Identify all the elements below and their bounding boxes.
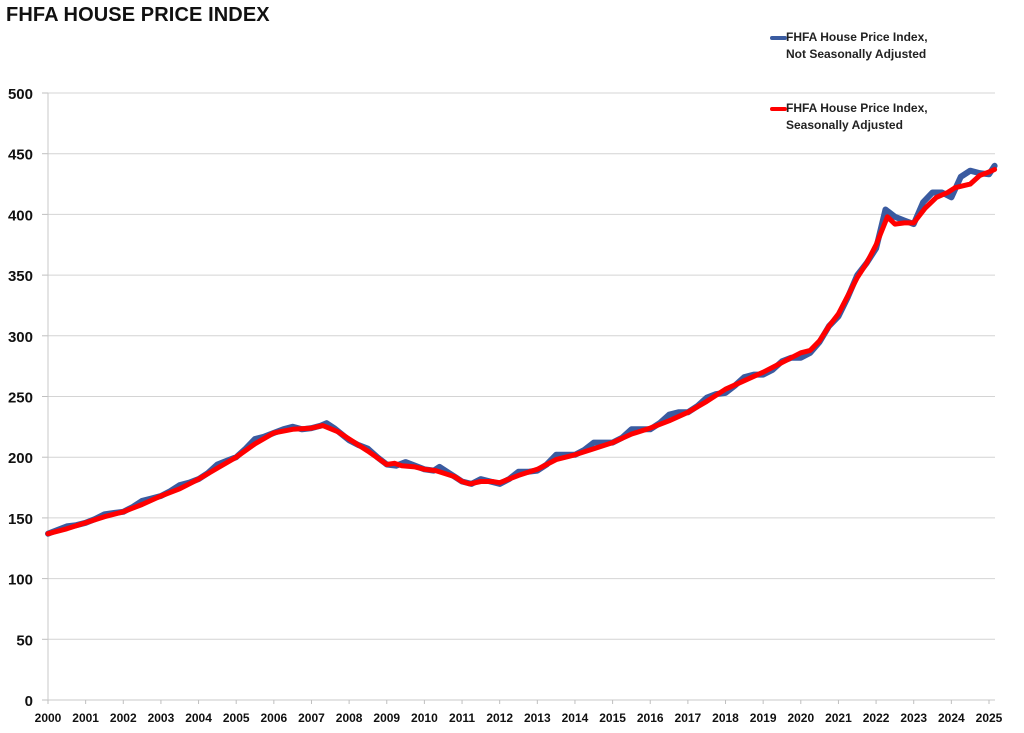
legend-swatch-sa [770, 107, 787, 111]
x-tick-label: 2003 [148, 711, 175, 725]
y-tick-label: 100 [8, 572, 33, 589]
x-tick-label: 2008 [336, 711, 363, 725]
series-line-seasonally-adjusted [45, 167, 998, 537]
legend-label-nsa-line1: FHFA House Price Index, [786, 30, 928, 44]
x-tick-label: 2007 [298, 711, 325, 725]
y-tick-label: 250 [8, 390, 33, 407]
x-tick-label: 2020 [787, 711, 814, 725]
y-tick-label: 500 [8, 86, 33, 103]
x-tick-label: 2018 [712, 711, 739, 725]
x-tick-label: 2011 [449, 711, 475, 725]
chart-title: FHFA HOUSE PRICE INDEX [6, 4, 270, 26]
x-tick-label: 2021 [825, 711, 852, 725]
x-tick-label: 2001 [72, 711, 99, 725]
series-line-not-seasonally-adjusted [45, 162, 998, 537]
x-tick-label: 2009 [373, 711, 400, 725]
x-tick-label: 2000 [35, 711, 62, 725]
x-tick-label: 2002 [110, 711, 137, 725]
x-tick-label: 2005 [223, 711, 250, 725]
y-tick-label: 300 [8, 329, 33, 346]
y-tick-label: 0 [25, 693, 33, 710]
x-tick-label: 2013 [524, 711, 551, 725]
x-tick-label: 2016 [637, 711, 664, 725]
x-tick-label: 2019 [750, 711, 777, 725]
legend-swatch-nsa [770, 36, 787, 40]
x-tick-label: 2014 [562, 711, 589, 725]
x-tick-label: 2023 [900, 711, 927, 725]
legend-label-sa-line2: Seasonally Adjusted [786, 118, 903, 132]
legend-label-nsa-line2: Not Seasonally Adjusted [786, 47, 927, 61]
x-tick-label: 2024 [938, 711, 965, 725]
x-tick-label: 2006 [260, 711, 287, 725]
tick-labels: 0 50 100 150 200 250 300 350 400 450 500 2000 2001 20… [8, 86, 1003, 725]
y-tick-label: 150 [8, 511, 33, 528]
legend-entry-seasonally-adjusted: FHFA House Price Index, Seasonally Adjus… [770, 100, 928, 134]
x-tick-label: 2025 [976, 711, 1003, 725]
y-tick-label: 400 [8, 207, 33, 224]
gridlines [48, 92, 995, 640]
x-tick-label: 2017 [675, 711, 702, 725]
y-tick-label: 350 [8, 268, 33, 285]
x-tick-label: 2022 [863, 711, 890, 725]
y-tick-label: 50 [16, 632, 33, 649]
legend-label-sa-line1: FHFA House Price Index, [786, 101, 928, 115]
series-lines [45, 162, 998, 537]
axes [42, 92, 995, 704]
x-tick-label: 2004 [185, 711, 212, 725]
x-tick-label: 2012 [486, 711, 513, 725]
y-tick-label: 200 [8, 450, 33, 467]
y-tick-label: 450 [8, 147, 33, 164]
x-tick-label: 2010 [411, 711, 438, 725]
legend-entry-not-seasonally-adjusted: FHFA House Price Index, Not Seasonally A… [770, 29, 928, 63]
x-tick-label: 2015 [599, 711, 626, 725]
